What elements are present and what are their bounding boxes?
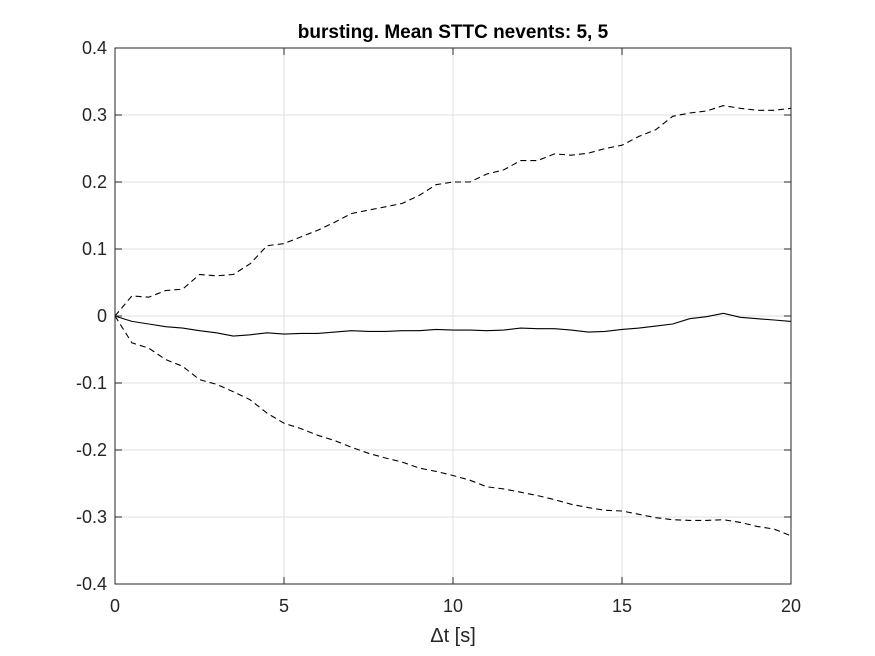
y-tick-label: 0.1 xyxy=(82,239,107,259)
x-tick-labels: 0 5 10 15 20 xyxy=(110,596,801,616)
x-tick-label: 10 xyxy=(443,596,463,616)
y-tick-labels: 0.4 0.3 0.2 0.1 0 -0.1 -0.2 -0.3 -0.4 xyxy=(76,38,107,594)
y-tick-label: 0.2 xyxy=(82,172,107,192)
y-tick-label: 0 xyxy=(97,306,107,326)
x-tick-label: 20 xyxy=(781,596,801,616)
y-tick-label: -0.1 xyxy=(76,373,107,393)
x-tick-label: 15 xyxy=(612,596,632,616)
mean-solid-line xyxy=(114,312,792,337)
y-tick-label: -0.4 xyxy=(76,574,107,594)
x-tick-label: 0 xyxy=(110,596,120,616)
x-axis-label: Δt [s] xyxy=(430,625,476,647)
chart-title: bursting. Mean STTC nevents: 5, 5 xyxy=(298,22,609,43)
y-tick-label: 0.4 xyxy=(82,38,107,58)
y-tick-label: -0.3 xyxy=(76,507,107,527)
series-group xyxy=(114,105,792,537)
x-tick-label: 5 xyxy=(279,596,289,616)
tick-marks xyxy=(114,47,792,585)
lower-dashed-line xyxy=(114,315,792,537)
y-tick-label: -0.2 xyxy=(76,440,107,460)
y-tick-label: 0.3 xyxy=(82,105,107,125)
